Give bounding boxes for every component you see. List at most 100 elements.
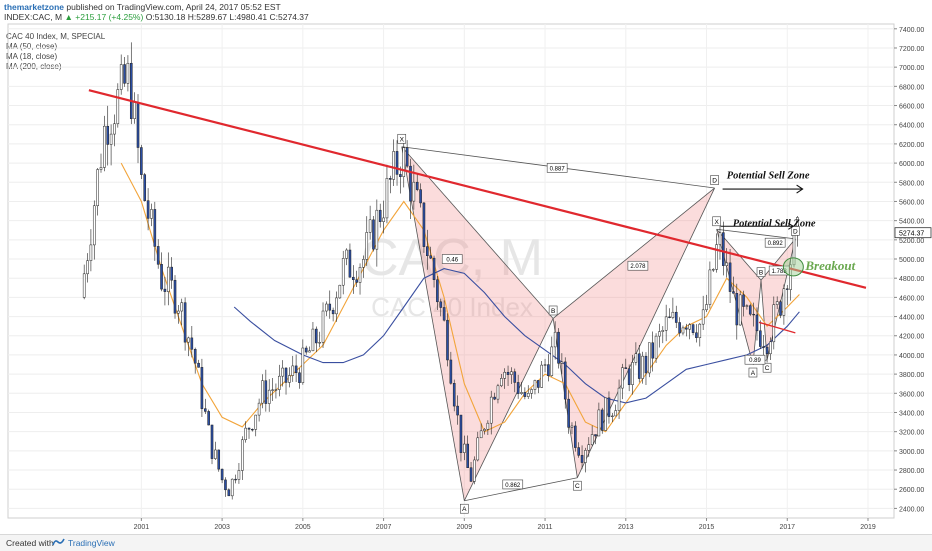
- candle-up: [725, 262, 729, 266]
- candle-down: [563, 361, 567, 400]
- large-pattern-point-box: [710, 175, 719, 185]
- y-tick-label: 7200.00: [899, 46, 924, 53]
- tradingview-link[interactable]: TradingView: [68, 538, 115, 548]
- author-name[interactable]: themarketzone: [4, 2, 64, 12]
- candle-up: [473, 459, 476, 482]
- candle-down: [627, 368, 631, 385]
- candle-up: [500, 378, 503, 387]
- y-tick-label: 4200.00: [899, 334, 924, 341]
- large-pattern-ratio-label: 0.887: [550, 166, 566, 172]
- candle-down: [426, 246, 429, 257]
- candle-down: [136, 102, 140, 148]
- indicator-series[interactable]: CAC 40 Index, M, SPECIAL: [6, 32, 106, 41]
- candle-down: [668, 316, 671, 318]
- ohlc-values: O:5130.18 H:5289.67 L:4980.41 C:5274.37: [145, 12, 309, 22]
- small-pattern-point-d: D: [793, 228, 798, 235]
- axes: 7400.00 7200.00 7000.00 6800.00 6600.00 6400.…: [134, 27, 932, 531]
- candle-up: [257, 402, 261, 416]
- candle-up: [782, 288, 786, 316]
- candle-down: [466, 443, 469, 468]
- publish-info: themarketzone published on TradingView.c…: [4, 2, 281, 12]
- x-tick-label: 2011: [538, 524, 553, 531]
- y-tick-label: 2400.00: [899, 506, 924, 513]
- candle-down: [439, 301, 443, 308]
- candle-up: [604, 397, 607, 431]
- candle-down: [331, 309, 335, 315]
- y-tick-label: 5600.00: [899, 199, 924, 206]
- candles: [82, 42, 799, 500]
- candle-up: [570, 425, 574, 428]
- large-pattern-point-x: X: [400, 136, 405, 143]
- price-change: +215.17 (+4.25%): [75, 12, 144, 22]
- candle-down: [395, 151, 399, 175]
- indicator-ma200[interactable]: MA (200, close): [6, 62, 62, 71]
- candle-down: [748, 305, 752, 315]
- candle-down: [220, 468, 224, 481]
- large-pattern-leg-ab: [463, 318, 554, 501]
- candle-up: [641, 355, 644, 379]
- publish-text: published on TradingView.com, April 24, …: [64, 2, 281, 12]
- large-pattern-ratio-box: [627, 260, 649, 271]
- candle-up: [288, 375, 291, 383]
- candle-down: [607, 397, 611, 417]
- indicator-ma50[interactable]: MA (50, close): [6, 42, 58, 51]
- indicator-ma18[interactable]: MA (18, close): [6, 52, 58, 61]
- breakout-circle: [782, 257, 804, 277]
- candle-up: [510, 371, 513, 375]
- large-pattern-point-box: [548, 305, 558, 316]
- candle-down: [193, 349, 197, 364]
- candle-up: [230, 478, 234, 497]
- candle-down: [600, 409, 604, 431]
- candle-up: [261, 380, 264, 404]
- candle-up: [187, 337, 190, 343]
- candle-down: [762, 346, 766, 348]
- candle-down: [294, 365, 298, 374]
- candle-up: [267, 389, 271, 404]
- candle-down: [557, 331, 560, 364]
- candle-down: [419, 189, 422, 204]
- candle-up: [560, 361, 564, 364]
- candle-up: [526, 393, 530, 397]
- candle-down: [190, 337, 194, 350]
- candle-down: [735, 293, 739, 326]
- candle-up: [503, 371, 506, 379]
- candle-up: [617, 387, 621, 411]
- candle-down: [432, 257, 436, 280]
- candle-down: [173, 279, 177, 314]
- candle-down: [506, 371, 510, 375]
- candle-down: [123, 64, 126, 84]
- x-tick-label: 2005: [295, 524, 311, 531]
- candle-up: [701, 309, 705, 325]
- candle-up: [321, 310, 325, 343]
- large-pattern-ratio-label: 2.078: [630, 264, 646, 270]
- small-pattern-ratio-box: [764, 237, 786, 248]
- plot-frame: [7, 23, 895, 519]
- large-pattern-sell-zone-label: Potential Sell Zone: [727, 170, 810, 181]
- candle-up: [489, 396, 493, 424]
- candle-up: [96, 169, 99, 207]
- small-pattern-point-box: [791, 226, 800, 236]
- candle-up: [621, 367, 624, 389]
- chart-header: themarketzone published on TradingView.c…: [0, 0, 932, 22]
- candle-down: [759, 330, 762, 347]
- large-pattern-ratio-box: [502, 479, 524, 490]
- candle-down: [355, 279, 358, 283]
- x-tick-label: 2009: [457, 524, 473, 531]
- candle-down: [594, 434, 597, 437]
- candle-up: [496, 385, 500, 400]
- candle-down: [644, 355, 648, 374]
- large-pattern-ratio-label: 0.862: [505, 483, 521, 489]
- candle-up: [341, 258, 345, 286]
- x-tick-label: 2017: [779, 524, 795, 531]
- candle-up: [274, 389, 278, 391]
- ma-line: [233, 268, 800, 404]
- candle-up: [631, 362, 634, 385]
- candle-up: [681, 327, 685, 334]
- candle-down: [234, 478, 237, 481]
- y-tick-label: 4400.00: [899, 315, 924, 322]
- candle-up: [358, 267, 362, 283]
- candle-up: [365, 232, 369, 260]
- candle-up: [113, 123, 116, 135]
- x-tick-label: 2003: [214, 524, 230, 531]
